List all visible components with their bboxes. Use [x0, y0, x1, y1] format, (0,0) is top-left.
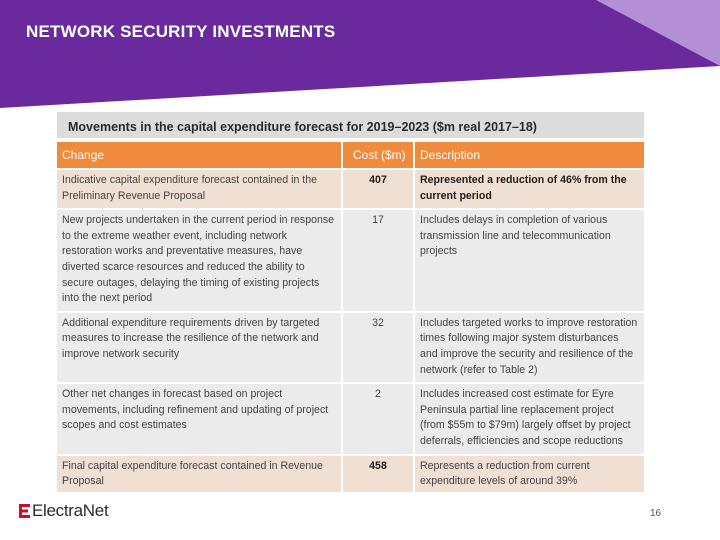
- banner-purple-shape: [0, 0, 720, 108]
- header-cost: Cost ($m): [341, 142, 414, 169]
- capex-table: Movements in the capital expenditure for…: [57, 112, 644, 492]
- title-banner: [0, 0, 720, 108]
- row-description: Includes increased cost estimate for Eyr…: [413, 382, 644, 455]
- table-row: Indicative capital expenditure forecast …: [57, 167, 644, 210]
- table-header-row: Change Cost ($m) Description: [57, 142, 644, 169]
- row-change: Final capital expenditure forecast conta…: [57, 453, 342, 492]
- electranet-logo: ElectraNet: [19, 500, 109, 522]
- row-cost: 17: [341, 208, 414, 312]
- row-description: Includes targeted works to improve resto…: [413, 310, 644, 384]
- row-description: Represents a reduction from current expe…: [413, 453, 644, 492]
- row-change: Indicative capital expenditure forecast …: [57, 167, 342, 210]
- table-row: New projects undertaken in the current p…: [57, 208, 644, 312]
- row-cost: 32: [341, 310, 414, 384]
- row-change: New projects undertaken in the current p…: [57, 208, 342, 312]
- row-description: Includes delays in completion of various…: [413, 208, 644, 312]
- table-row: Additional expenditure requirements driv…: [57, 310, 644, 384]
- banner-accent-shape: [596, 0, 720, 66]
- header-change: Change: [57, 142, 342, 169]
- table-caption: Movements in the capital expenditure for…: [57, 112, 644, 142]
- row-cost: 458: [341, 453, 414, 492]
- table-row: Other net changes in forecast based on p…: [57, 382, 644, 455]
- row-change: Additional expenditure requirements driv…: [57, 310, 342, 384]
- row-cost: 407: [341, 167, 414, 210]
- slide-title: NETWORK SECURITY INVESTMENTS: [26, 22, 336, 41]
- page-number: 16: [650, 508, 662, 519]
- table-row: Final capital expenditure forecast conta…: [57, 453, 644, 492]
- row-change: Other net changes in forecast based on p…: [57, 382, 342, 455]
- electranet-logo-icon: [19, 504, 30, 518]
- header-description: Description: [413, 142, 644, 169]
- row-cost: 2: [341, 382, 414, 455]
- row-description: Represented a reduction of 46% from the …: [413, 167, 644, 210]
- logo-text: ElectraNet: [32, 501, 109, 520]
- capex-table-grid: Change Cost ($m) Description Indicative …: [57, 142, 644, 492]
